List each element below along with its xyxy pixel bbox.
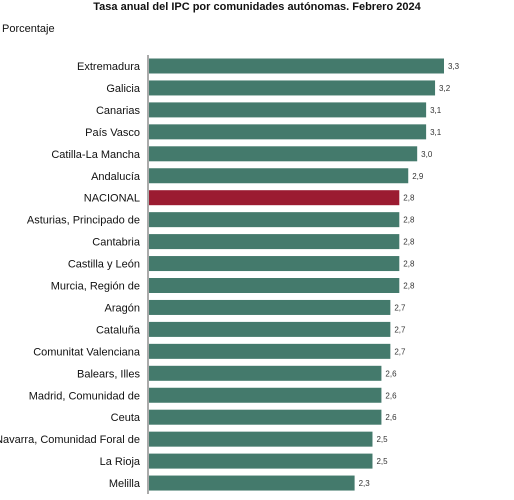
value-label: 2,6 bbox=[385, 413, 397, 422]
bars-group: Extremadura 3,3 Galicia 3,2 Canarias 3,1 País … bbox=[0, 58, 460, 491]
value-label: 3,2 bbox=[439, 84, 451, 93]
value-label: 2,8 bbox=[403, 260, 415, 269]
value-label: 2,8 bbox=[403, 194, 415, 203]
category-label: País Vasco bbox=[85, 127, 140, 139]
value-label: 3,3 bbox=[448, 62, 460, 71]
bar bbox=[149, 409, 382, 425]
bar bbox=[149, 80, 436, 96]
value-label: 3,1 bbox=[430, 106, 442, 115]
bar bbox=[149, 146, 418, 162]
category-label: Cataluña bbox=[96, 324, 141, 336]
bar bbox=[149, 475, 355, 491]
value-label: 2,8 bbox=[403, 282, 415, 291]
category-label: Murcia, Región de bbox=[51, 281, 140, 293]
bar bbox=[149, 453, 373, 469]
bar bbox=[149, 234, 400, 250]
value-label: 2,3 bbox=[359, 479, 371, 488]
category-label: Andalucía bbox=[91, 171, 141, 183]
category-label: Ceuta bbox=[111, 412, 141, 424]
category-label: Comunitat Valenciana bbox=[33, 346, 141, 358]
bar bbox=[149, 58, 444, 74]
bar bbox=[149, 102, 427, 118]
value-label: 2,6 bbox=[385, 369, 397, 378]
value-label: 2,7 bbox=[394, 303, 406, 312]
value-label: 2,8 bbox=[403, 238, 415, 247]
category-label: Cantabria bbox=[92, 237, 141, 249]
bar-highlight bbox=[149, 190, 400, 206]
bar bbox=[149, 256, 400, 272]
category-label: Asturias, Principado de bbox=[27, 215, 140, 227]
value-label: 2,5 bbox=[376, 435, 388, 444]
bar bbox=[149, 278, 400, 293]
category-label: Navarra, Comunidad Foral de bbox=[0, 434, 140, 446]
category-label: Castilla y León bbox=[68, 259, 140, 271]
value-label: 3,0 bbox=[421, 150, 433, 159]
value-label: 2,7 bbox=[394, 325, 406, 334]
category-label: Catilla-La Mancha bbox=[51, 149, 141, 161]
category-label: Extremadura bbox=[77, 61, 141, 73]
category-label: Balears, Illes bbox=[77, 368, 140, 380]
bar bbox=[149, 321, 391, 337]
value-label: 2,5 bbox=[376, 457, 388, 466]
category-label: Aragón bbox=[105, 302, 140, 314]
category-label: La Rioja bbox=[100, 456, 141, 468]
bar bbox=[149, 124, 427, 140]
category-label: Madrid, Comunidad de bbox=[29, 390, 140, 402]
value-label: 2,9 bbox=[412, 172, 424, 181]
chart-title: Tasa anual del IPC por comunidades autón… bbox=[93, 1, 421, 13]
category-label: Canarias bbox=[96, 105, 141, 117]
value-label: 2,7 bbox=[394, 347, 406, 356]
category-label: Galicia bbox=[106, 83, 141, 95]
bar bbox=[149, 365, 382, 381]
bar bbox=[149, 343, 391, 359]
category-label: NACIONAL bbox=[84, 193, 140, 205]
category-label: Melilla bbox=[109, 478, 141, 490]
bar bbox=[149, 168, 409, 184]
value-label: 2,8 bbox=[403, 216, 415, 225]
value-label: 2,6 bbox=[385, 391, 397, 400]
bar bbox=[149, 212, 400, 228]
bar bbox=[149, 431, 373, 447]
bar bbox=[149, 299, 391, 315]
y-axis-label: Porcentaje bbox=[2, 23, 55, 35]
value-label: 3,1 bbox=[430, 128, 442, 137]
bar bbox=[149, 387, 382, 403]
